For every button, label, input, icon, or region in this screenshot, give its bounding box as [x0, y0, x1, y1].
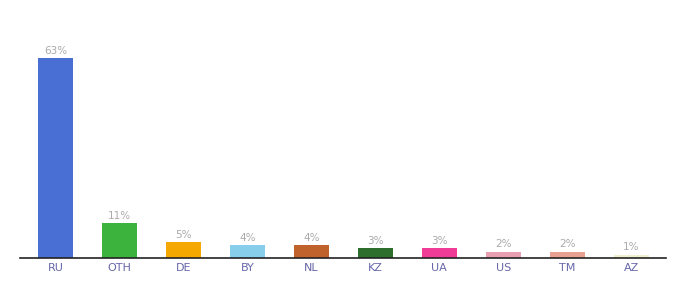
Bar [38, 58, 73, 258]
Text: 5%: 5% [175, 230, 192, 240]
Bar [422, 248, 457, 258]
Text: 4%: 4% [239, 233, 256, 243]
Bar [102, 223, 137, 258]
Bar [486, 252, 521, 258]
Bar [549, 252, 585, 258]
Text: 2%: 2% [559, 239, 575, 249]
Bar [613, 255, 649, 258]
Text: 1%: 1% [623, 242, 639, 252]
Text: 3%: 3% [431, 236, 447, 246]
Bar [166, 242, 201, 258]
Text: 3%: 3% [367, 236, 384, 246]
Bar [294, 245, 329, 258]
Text: 63%: 63% [44, 46, 67, 56]
Text: 2%: 2% [495, 239, 511, 249]
Text: 11%: 11% [108, 211, 131, 220]
Bar [230, 245, 265, 258]
Bar [358, 248, 393, 258]
Text: 4%: 4% [303, 233, 320, 243]
